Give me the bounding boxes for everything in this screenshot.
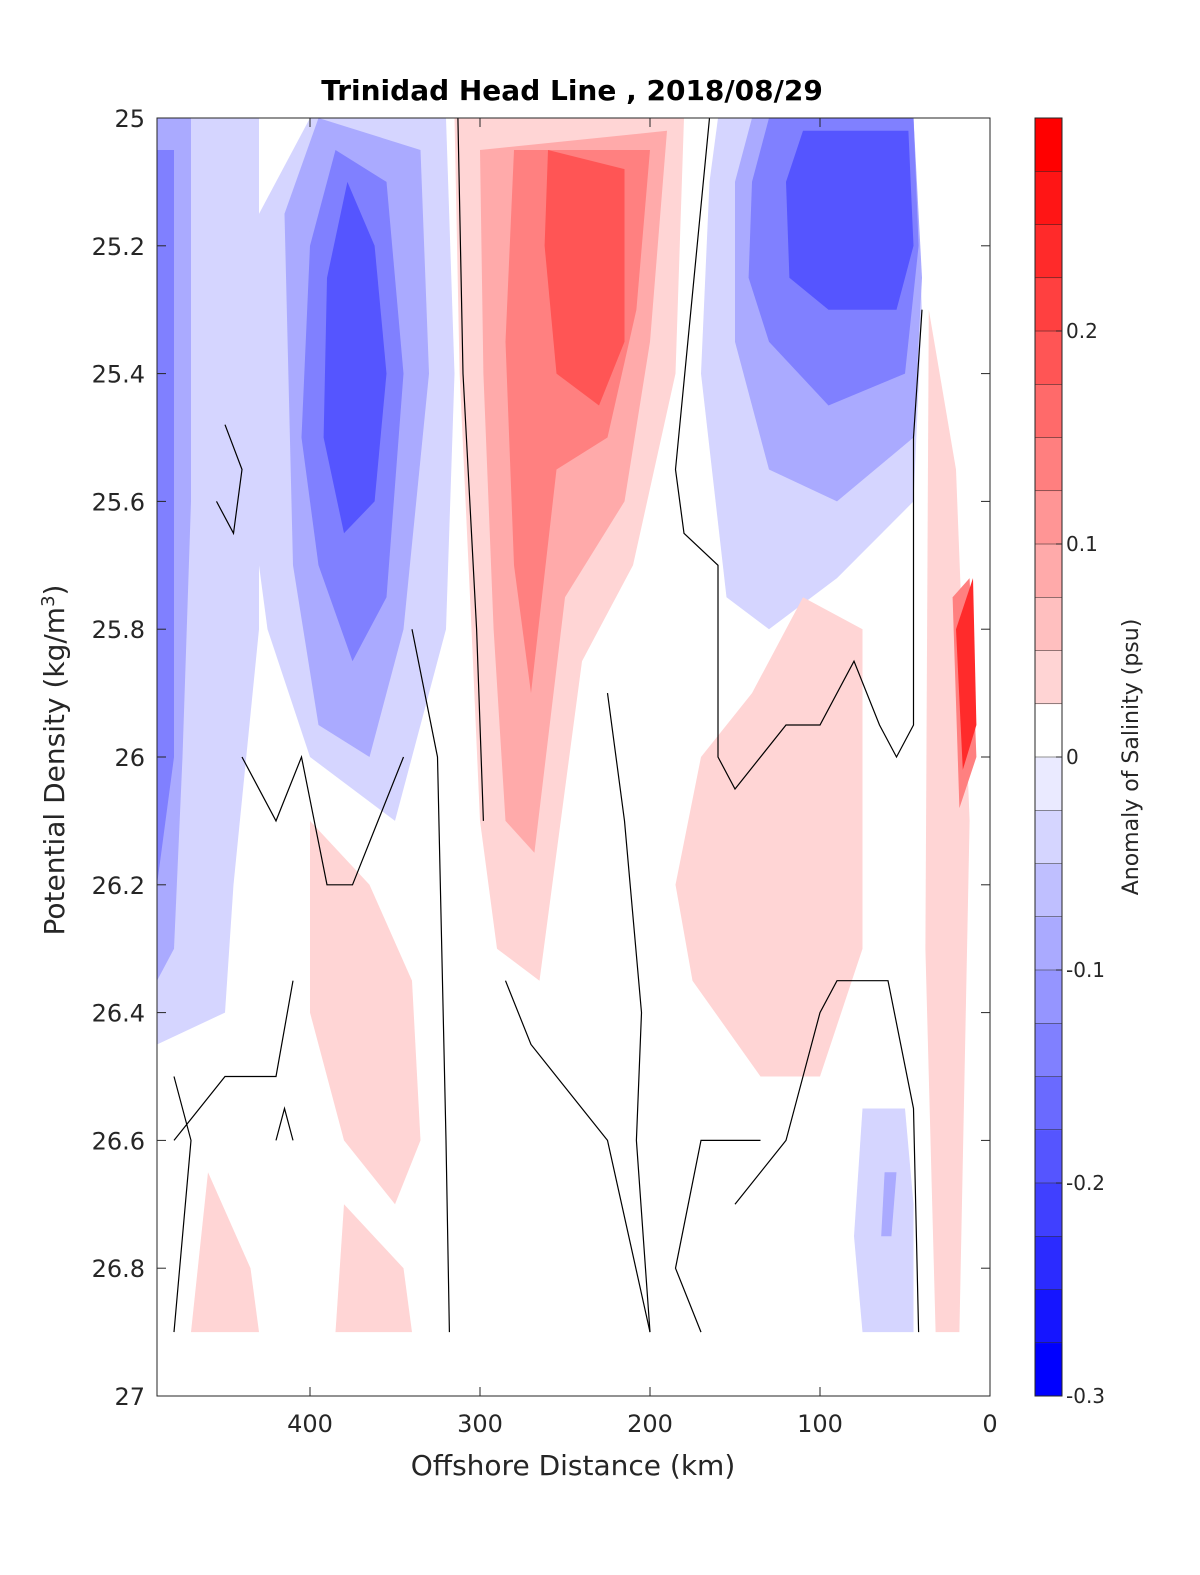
anomaly-region-2 — [157, 150, 174, 885]
colorbar-level — [1035, 863, 1062, 918]
colorbar-level — [1035, 1289, 1062, 1344]
anomaly-region-10 — [786, 130, 914, 310]
colorbar-level — [1035, 277, 1062, 332]
zero-contour-0 — [457, 118, 484, 821]
colorbar-level — [1035, 1342, 1062, 1397]
colorbar-level — [1035, 1076, 1062, 1131]
anomaly-fill-layer — [157, 118, 977, 1333]
colorbar — [1035, 118, 1062, 1397]
y-tick-label: 25.2 — [92, 233, 145, 261]
colorbar-level — [1035, 171, 1062, 225]
colorbar-level — [1035, 810, 1062, 864]
zero-contour-8 — [734, 980, 920, 1333]
colorbar-tick-label: 0.2 — [1066, 319, 1098, 343]
y-tick-label: 25.6 — [92, 488, 145, 516]
x-axis-label: Offshore Distance (km) — [411, 1449, 736, 1482]
colorbar-level — [1035, 970, 1062, 1024]
colorbar-tick-label: -0.3 — [1066, 1384, 1105, 1408]
y-axis-label-superscript: 3 — [38, 595, 59, 606]
colorbar-level — [1035, 544, 1062, 598]
colorbar-tick-label: -0.2 — [1066, 1171, 1105, 1195]
anomaly-region-12 — [881, 1172, 897, 1237]
anomaly-region-18 — [310, 820, 421, 1205]
y-axis-label: Potential Density (kg/m3) — [38, 585, 71, 936]
colorbar-level — [1035, 597, 1062, 651]
colorbar-level — [1035, 490, 1062, 545]
x-tick-label: 400 — [287, 1410, 333, 1438]
colorbar-level — [1035, 331, 1062, 385]
zero-contour-11 — [275, 1106, 294, 1141]
zero-contour-5 — [173, 1076, 192, 1333]
y-tick-label: 26.2 — [92, 872, 145, 900]
zero-contour-4 — [241, 754, 405, 886]
zero-contour-9 — [674, 1139, 761, 1333]
x-tick-label: 300 — [457, 1410, 503, 1438]
y-tick-label: 25 — [114, 105, 145, 133]
colorbar-level — [1035, 650, 1062, 705]
anomaly-region-17 — [675, 597, 863, 1077]
y-tick-label: 26 — [114, 744, 145, 772]
anomaly-region-23 — [956, 578, 977, 770]
chart-title: Trinidad Head Line , 2018/08/29 — [321, 74, 823, 107]
anomaly-region-21 — [925, 309, 970, 1333]
colorbar-level — [1035, 384, 1062, 438]
colorbar-label: Anomaly of Salinity (psu) — [1119, 619, 1144, 896]
colorbar-level — [1035, 916, 1062, 971]
x-tick-label: 200 — [627, 1410, 673, 1438]
colorbar-tick-label: -0.1 — [1066, 958, 1105, 982]
colorbar-tick-label: 0.1 — [1066, 532, 1098, 556]
colorbar-tick-label: 0 — [1066, 745, 1079, 769]
zero-contour-3 — [606, 693, 651, 1333]
x-tick-label: 0 — [982, 1410, 997, 1438]
zero-contour-10 — [215, 424, 243, 536]
zero-contour-6 — [173, 980, 294, 1141]
colorbar-level — [1035, 1023, 1062, 1077]
x-axis: 0 100 200 300 400 — [287, 118, 998, 1438]
anomaly-region-19 — [335, 1204, 412, 1333]
colorbar-level — [1035, 1236, 1062, 1290]
colorbar-level — [1035, 1183, 1062, 1237]
anomaly-region-16 — [544, 150, 625, 406]
y-tick-label: 26.8 — [92, 1255, 145, 1283]
y-tick-label: 26.6 — [92, 1127, 145, 1155]
colorbar-level — [1035, 118, 1062, 172]
y-axis: 25 25.2 25.4 25.6 25.8 26 26.2 26.4 26.6 26.8 27 — [92, 105, 990, 1411]
zero-contour-2 — [411, 629, 450, 1333]
y-tick-label: 25.4 — [92, 361, 145, 389]
colorbar-ticks: -0.3 -0.2 -0.1 0 0.1 0.2 — [1056, 319, 1105, 1408]
zero-contour-1 — [674, 118, 923, 791]
colorbar-level — [1035, 703, 1062, 758]
y-tick-label: 26.4 — [92, 1000, 145, 1028]
y-tick-label: 25.8 — [92, 616, 145, 644]
colorbar-level — [1035, 757, 1062, 811]
colorbar-level — [1035, 224, 1062, 279]
colorbar-level — [1035, 437, 1062, 492]
zero-contour-7 — [504, 980, 651, 1333]
anomaly-region-6 — [323, 181, 387, 534]
y-tick-label: 27 — [114, 1383, 145, 1411]
colorbar-level — [1035, 1129, 1062, 1184]
x-tick-label: 100 — [797, 1410, 843, 1438]
zero-contour-layer — [173, 118, 923, 1333]
anomaly-region-20 — [191, 1172, 259, 1333]
